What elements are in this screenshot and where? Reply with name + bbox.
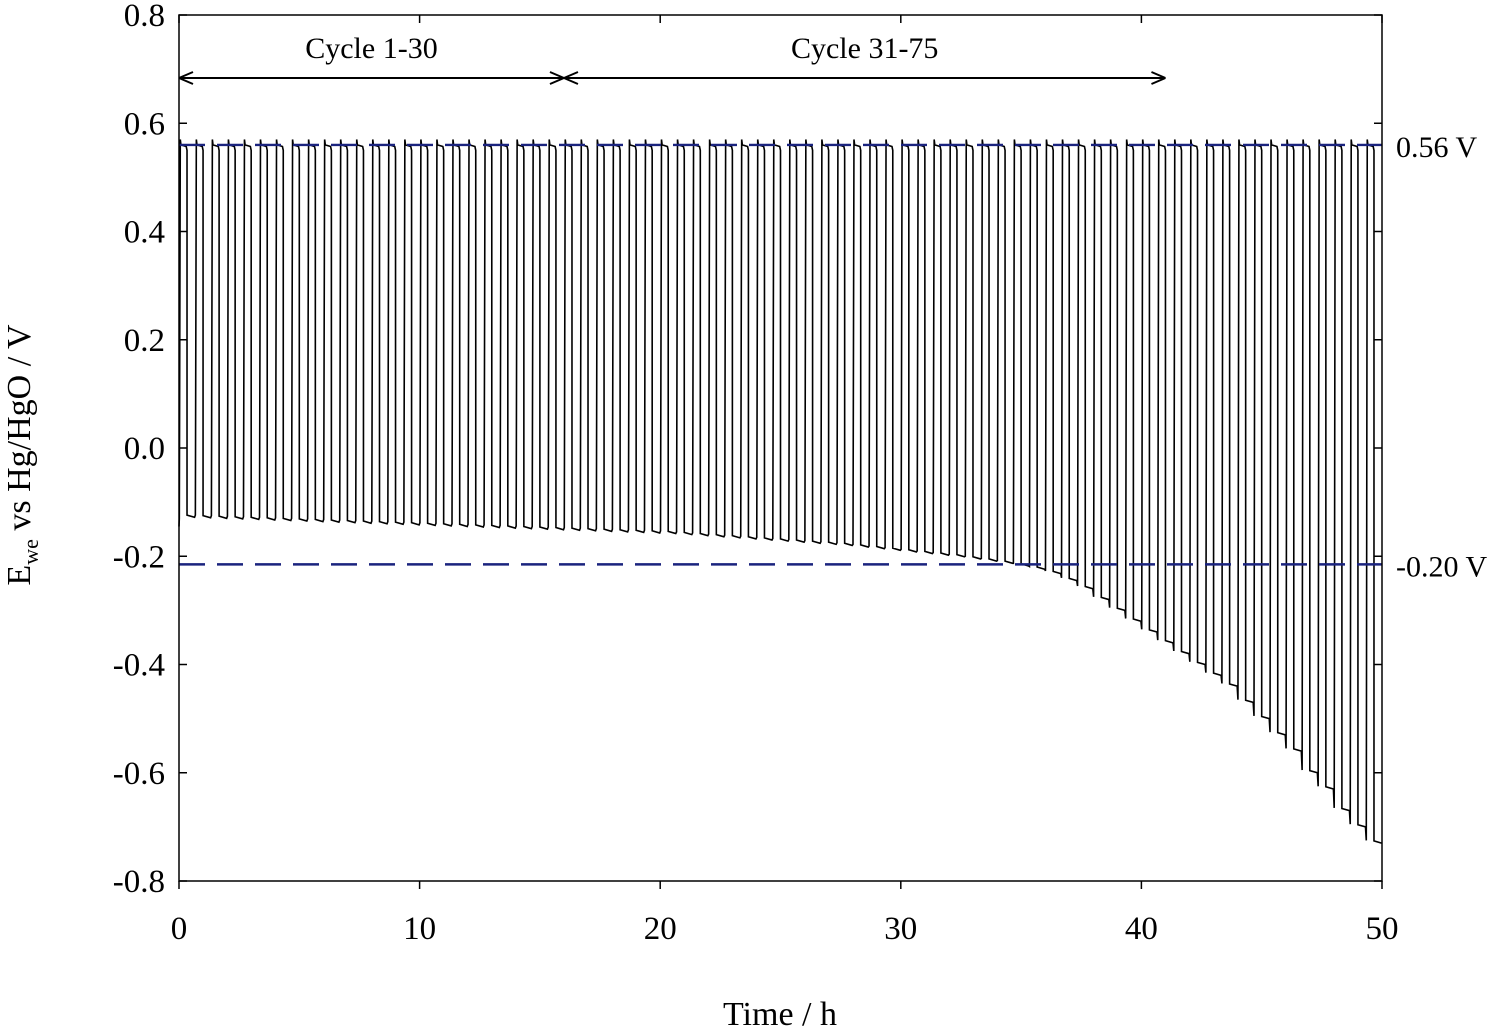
series-layer (178, 139, 1382, 844)
annotation-label: Cycle 31-75 (791, 32, 938, 65)
y-tick-label: 0.6 (124, 106, 165, 142)
y-tick-label: -0.8 (113, 864, 165, 900)
x-axis-label: Time / h (723, 996, 837, 1028)
x-tick-label: 30 (884, 911, 917, 947)
y-tick-label: -0.2 (113, 539, 165, 575)
x-tick-label: 50 (1366, 911, 1399, 947)
annotation-arrowhead-left (178, 71, 194, 85)
y-tick-label: 0.2 (124, 323, 165, 359)
y-axis-label-sub: we (18, 539, 43, 565)
axes-layer: 0.8 0.6 0.4 0.2 0.0 -0.2 -0.4 -0.6 -0.80 10 20 30 40… (113, 0, 1399, 947)
reference-line-label: -0.20 V (1396, 550, 1487, 583)
y-tick-label: 0.0 (124, 431, 165, 467)
annotation-arrowhead-right (549, 71, 565, 85)
y-tick-label: -0.4 (113, 648, 165, 684)
y-axis-label: Ewe vs Hg/HgO / V (1, 324, 43, 586)
y-tick-label: 0.4 (124, 215, 165, 251)
annotation-arrowhead-left (563, 71, 579, 85)
annotation-arrowhead-right (1151, 71, 1166, 85)
y-tick-label: 0.8 (124, 0, 165, 34)
x-tick-label: 40 (1125, 911, 1158, 947)
y-tick-label: -0.6 (113, 756, 165, 792)
annotation-label: Cycle 1-30 (305, 32, 437, 65)
x-tick-label: 20 (644, 911, 677, 947)
series-line-cycling (178, 139, 1382, 844)
x-tick-label: 10 (403, 911, 436, 947)
reference-lines-layer: 0.56 V -0.20 V (179, 131, 1487, 583)
x-tick-label: 0 (171, 911, 188, 947)
y-axis-label-rest: vs Hg/HgO / V (1, 324, 38, 539)
annotations-layer: Cycle 1-30 Cycle 31-75 (178, 32, 1166, 85)
y-axis-label-main: E (1, 565, 38, 586)
reference-line-label: 0.56 V (1396, 131, 1477, 164)
